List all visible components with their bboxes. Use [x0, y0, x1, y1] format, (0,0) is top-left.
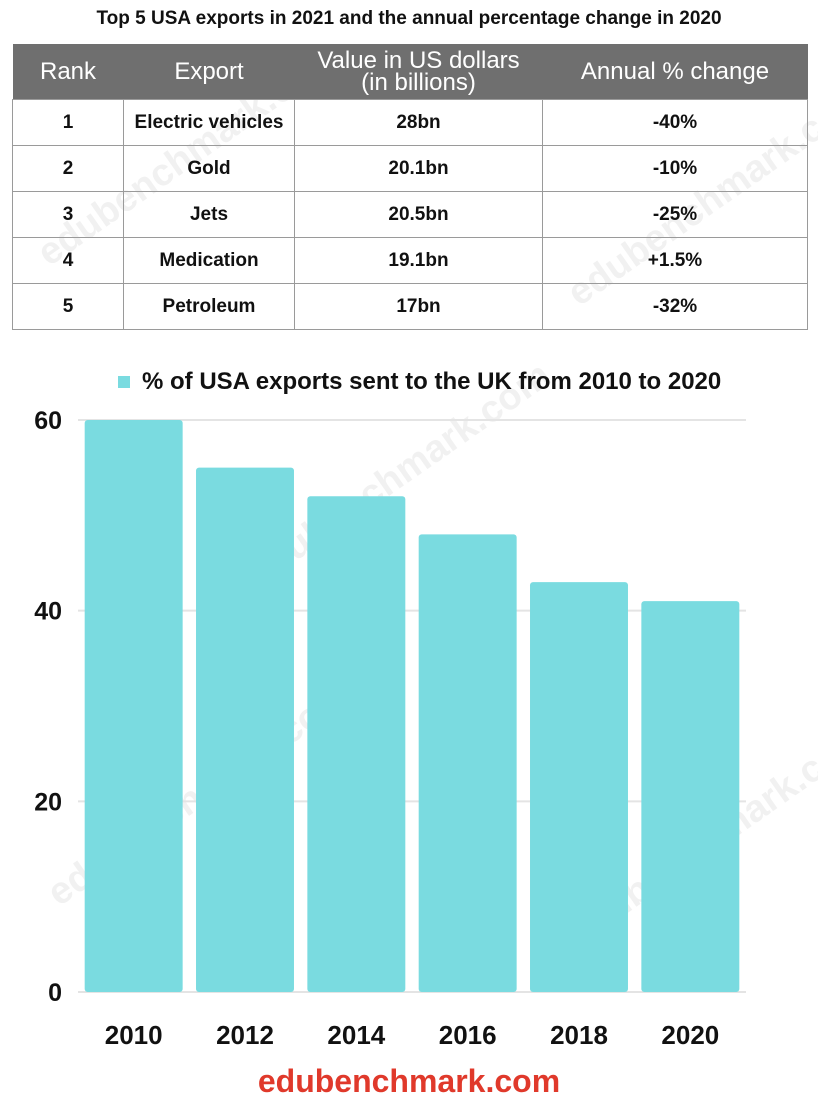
- bar-2018: [530, 582, 628, 992]
- table-row: 5 Petroleum 17bn -32%: [12, 283, 808, 330]
- cell-export: Petroleum: [123, 283, 295, 330]
- bar-2020: [641, 601, 740, 992]
- y-tick-label: 0: [48, 979, 62, 1007]
- table-title: Top 5 USA exports in 2021 and the annual…: [96, 8, 722, 29]
- bar-2012: [196, 467, 294, 993]
- cell-value: 17bn: [294, 283, 543, 330]
- cell-export: Gold: [123, 145, 295, 192]
- exports-table: Rank Export Value in US dollars (in bill…: [12, 44, 808, 330]
- legend-label: % of USA exports sent to the UK from 201…: [142, 368, 721, 395]
- x-tick-label: 2016: [439, 1020, 497, 1050]
- y-tick-label: 60: [34, 407, 62, 435]
- cell-rank: 3: [12, 191, 124, 238]
- cell-change: +1.5%: [542, 237, 808, 284]
- cell-value: 28bn: [294, 99, 543, 146]
- header-value-line2: (in billions): [361, 68, 476, 96]
- cell-value: 19.1bn: [294, 237, 543, 284]
- y-tick-label: 40: [34, 598, 62, 626]
- legend-swatch: [118, 376, 130, 388]
- x-tick-label: 2018: [550, 1020, 608, 1050]
- table-row: 3 Jets 20.5bn -25%: [12, 191, 808, 238]
- y-tick-label: 20: [34, 788, 62, 816]
- x-axis-ticks: 2010 2012 2014 2016 2018 2020: [105, 1020, 720, 1050]
- header-rank: Rank: [12, 44, 124, 100]
- table-row: 2 Gold 20.1bn -10%: [12, 145, 808, 192]
- x-tick-label: 2010: [105, 1020, 163, 1050]
- header-value: Value in US dollars (in billions): [294, 44, 543, 100]
- bar-chart: % of USA exports sent to the UK from 201…: [34, 368, 746, 1050]
- cell-rank: 1: [12, 99, 124, 146]
- bar-2010: [84, 420, 183, 992]
- x-tick-label: 2014: [327, 1020, 385, 1050]
- table-row: 4 Medication 19.1bn +1.5%: [12, 237, 808, 284]
- header-value-line1: Value in US dollars: [317, 46, 520, 74]
- bar-2016: [418, 534, 517, 992]
- chart-gridlines: [78, 419, 746, 993]
- chart-legend: % of USA exports sent to the UK from 201…: [118, 368, 721, 395]
- cell-change: -40%: [542, 99, 808, 146]
- cell-change: -25%: [542, 191, 808, 238]
- cell-export: Jets: [123, 191, 295, 238]
- bar-2014: [307, 496, 406, 992]
- brand-footer: edubenchmark.com: [257, 1063, 561, 1099]
- table-row: 1 Electric vehicles 28bn -40%: [12, 99, 808, 146]
- cell-rank: 5: [12, 283, 124, 330]
- header-change: Annual % change: [542, 44, 808, 100]
- chart-bars: [84, 420, 740, 993]
- cell-rank: 4: [12, 237, 124, 284]
- x-tick-label: 2012: [216, 1020, 274, 1050]
- cell-change: -32%: [542, 283, 808, 330]
- cell-change: -10%: [542, 145, 808, 192]
- y-axis-ticks: 0 20 40 60: [34, 407, 62, 1007]
- cell-value: 20.1bn: [294, 145, 543, 192]
- header-export: Export: [123, 44, 295, 100]
- x-tick-label: 2020: [661, 1020, 719, 1050]
- cell-rank: 2: [12, 145, 124, 192]
- cell-export: Medication: [123, 237, 295, 284]
- table-header-row: Rank Export Value in US dollars (in bill…: [12, 44, 808, 100]
- cell-export: Electric vehicles: [123, 99, 295, 146]
- cell-value: 20.5bn: [294, 191, 543, 238]
